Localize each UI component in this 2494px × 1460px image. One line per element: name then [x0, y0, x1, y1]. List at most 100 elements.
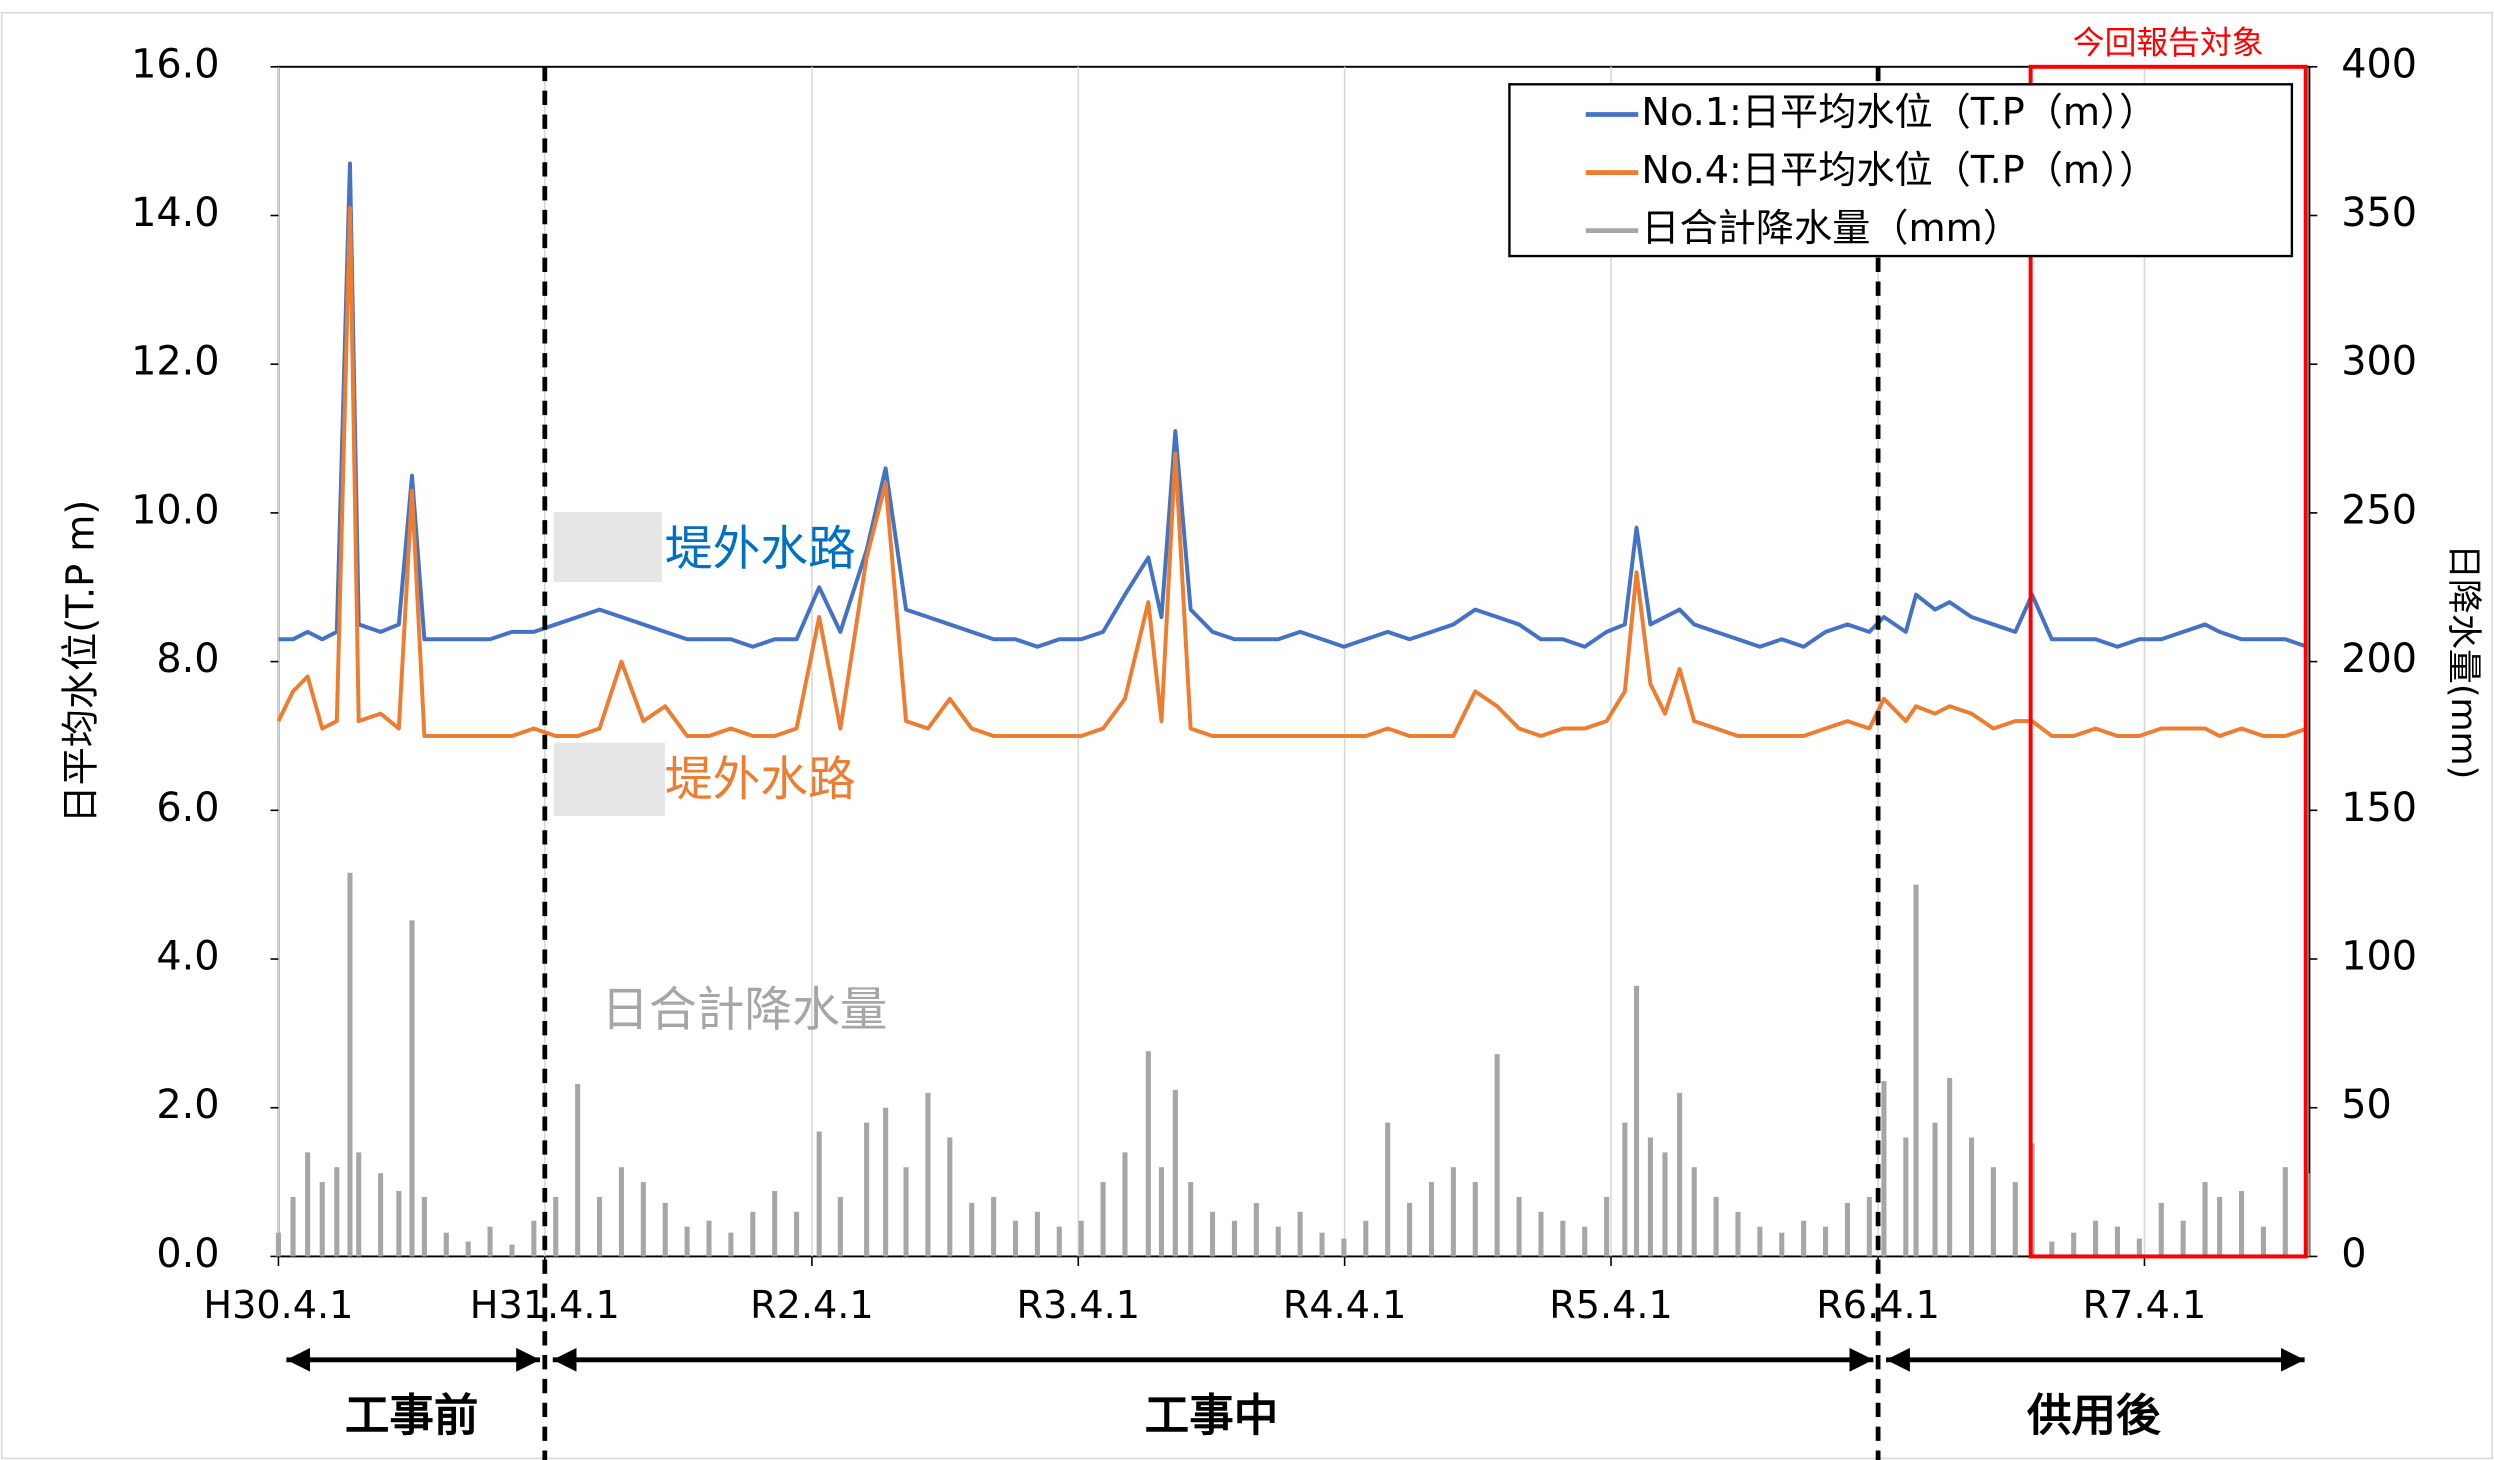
- rain-bar: [2158, 1202, 2164, 1257]
- rain-bar: [2012, 1182, 2018, 1257]
- rain-bar: [1210, 1211, 1216, 1257]
- legend-label: No.4:日平均水位（T.P（m））: [1641, 148, 2157, 192]
- rain-bar: [596, 1196, 603, 1257]
- rain-bar: [1056, 1226, 1062, 1257]
- rain-bar: [1275, 1226, 1281, 1257]
- rain-bar: [1913, 884, 1919, 1257]
- rain-bar: [1078, 1220, 1084, 1257]
- rain-bar: [2282, 1167, 2288, 1257]
- rain-bar: [1012, 1220, 1019, 1257]
- rain-bar: [2260, 1226, 2266, 1257]
- annotation-box: [553, 512, 662, 583]
- phase-label: 工事中: [1145, 1390, 1279, 1442]
- y-tick-label: 10.0: [131, 487, 220, 533]
- rain-bar: [396, 1190, 402, 1257]
- y-axis-label: 日平均水位(T.P m): [58, 500, 102, 824]
- rain-bar: [1297, 1211, 1303, 1257]
- rain-bar: [319, 1182, 325, 1257]
- rain-bar: [553, 1196, 559, 1257]
- x-tick-label: R7.4.1: [2083, 1283, 2207, 1327]
- rain-bar: [1735, 1211, 1741, 1257]
- rain-bar: [1582, 1226, 1588, 1257]
- y2-tick-label: 150: [2341, 785, 2417, 831]
- grid: H30.4.1 H31.4.1 R2.4.1 R3.4.1 R4.4.1 R5.4.1 R6…: [131, 41, 2417, 1327]
- rain-bar: [1604, 1196, 1610, 1257]
- y-tick-label: 8.0: [156, 636, 219, 682]
- rain-bar: [421, 1196, 427, 1257]
- annotation: 堤外水路: [665, 752, 856, 807]
- y-tick-label: 4.0: [156, 934, 219, 980]
- y2-tick-label: 0: [2341, 1231, 2366, 1277]
- rain-bar: [640, 1182, 646, 1257]
- annotation: 日合計降水量: [601, 983, 887, 1038]
- rain-bar: [531, 1220, 537, 1257]
- rain-bar: [1990, 1167, 1996, 1257]
- rain-bar: [1100, 1182, 1106, 1257]
- rain-bar: [2093, 1220, 2099, 1257]
- rain-bar: [706, 1220, 712, 1257]
- rain-bar: [1034, 1211, 1040, 1257]
- rain-bar: [1622, 1122, 1628, 1257]
- rain-bar: [1188, 1182, 1194, 1257]
- rain-bar: [1757, 1226, 1763, 1257]
- rain-bar: [275, 1232, 281, 1257]
- rain-bar: [2217, 1196, 2223, 1257]
- rain-bar: [1677, 1092, 1683, 1257]
- rain-bar: [1231, 1220, 1237, 1257]
- rain-bar: [2180, 1220, 2186, 1257]
- rain-bar: [487, 1226, 493, 1257]
- rain-bar: [1691, 1167, 1697, 1257]
- rain-bar: [728, 1232, 734, 1257]
- rain-bar: [750, 1211, 756, 1257]
- annotation: 堤外水路: [665, 522, 856, 577]
- rain-bar: [1407, 1202, 1413, 1257]
- rain-bar: [1516, 1196, 1522, 1257]
- annotation-box: [553, 742, 665, 816]
- rain-bar: [618, 1167, 624, 1257]
- rain-bar: [1932, 1122, 1938, 1257]
- rain-bar: [925, 1092, 931, 1257]
- rain-bar: [378, 1173, 384, 1257]
- rain-bar: [1968, 1137, 1975, 1257]
- y2-tick-label: 250: [2341, 487, 2417, 533]
- legend-box: [1508, 83, 2294, 258]
- rain-bar: [305, 1152, 311, 1257]
- rain-bar: [1363, 1220, 1369, 1257]
- y-tick-label: 0.0: [156, 1231, 219, 1277]
- rain-bar: [947, 1137, 953, 1257]
- rain-bar: [1385, 1122, 1391, 1257]
- rain-bar: [903, 1167, 909, 1257]
- y2-tick-label: 350: [2341, 190, 2417, 236]
- legend-label: No.1:日平均水位（T.P（m））: [1641, 90, 2157, 134]
- legend-label: 日合計降水量（mm）: [1641, 206, 2021, 250]
- rain-bar: [1450, 1167, 1456, 1257]
- rain-bar: [1634, 985, 1640, 1257]
- rain-bar: [1472, 1182, 1478, 1257]
- rain-bar: [1801, 1220, 1807, 1257]
- rain-bar: [1647, 1137, 1653, 1257]
- rain-bar: [290, 1196, 296, 1257]
- rain-bar: [1428, 1182, 1435, 1257]
- rain-bar: [816, 1131, 822, 1257]
- rain-bar: [1823, 1226, 1829, 1257]
- rain-bar: [772, 1190, 778, 1257]
- water-level-line: [278, 161, 2308, 649]
- rain-bar: [575, 1083, 581, 1257]
- y2-axis-label: 日降水量(mm): [2443, 544, 2483, 779]
- x-tick-label: H30.4.1: [203, 1283, 353, 1327]
- rain-bar: [2071, 1232, 2077, 1257]
- rain-bar: [2136, 1238, 2142, 1257]
- y-tick-label: 12.0: [131, 339, 220, 385]
- rain-bar: [1122, 1152, 1128, 1257]
- rain-bar: [1947, 1077, 1953, 1257]
- x-tick-label: R2.4.1: [750, 1283, 874, 1327]
- rain-bar: [356, 1152, 362, 1257]
- rain-bar: [1494, 1054, 1500, 1257]
- rain-bar: [1538, 1211, 1544, 1257]
- rain-bar: [969, 1202, 975, 1257]
- report-period-label: 今回報告対象: [2073, 25, 2264, 62]
- rain-bar: [1172, 1089, 1178, 1257]
- y2-tick-label: 50: [2341, 1082, 2392, 1128]
- y-tick-label: 2.0: [156, 1082, 219, 1128]
